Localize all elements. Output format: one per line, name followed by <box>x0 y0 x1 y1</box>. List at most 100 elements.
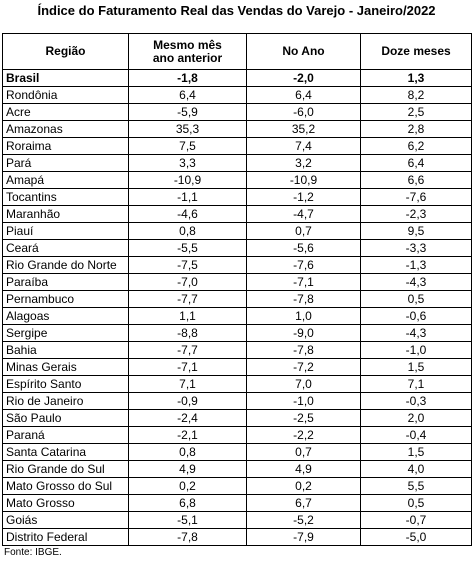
table-row: Paraná -2,1 -2,2 -0,4 <box>2 426 472 444</box>
cell: Pará <box>2 154 129 172</box>
cell: 1,5 <box>360 358 472 376</box>
cell: -1,8 <box>128 69 247 87</box>
cell: Paraíba <box>2 273 129 291</box>
table-row: Amapá -10,9 -10,9 6,6 <box>2 171 472 189</box>
cell: -7,5 <box>128 256 247 274</box>
cell: 35,3 <box>128 120 247 138</box>
cell: 6,4 <box>128 86 247 104</box>
cell: 1,0 <box>246 307 361 325</box>
cell: -2,2 <box>246 426 361 444</box>
source: Fonte: IBGE. <box>4 547 62 558</box>
cell: Rio Grande do Sul <box>2 460 129 478</box>
table-row: Alagoas 1,1 1,0 -0,6 <box>2 307 472 325</box>
cell: 2,8 <box>360 120 472 138</box>
column-header: Região <box>2 33 129 70</box>
cell: Ceará <box>2 239 129 257</box>
cell: -4,3 <box>360 324 472 342</box>
table-row: Rondônia 6,4 6,4 8,2 <box>2 86 472 104</box>
cell: Maranhão <box>2 205 129 223</box>
cell: 6,7 <box>246 494 361 512</box>
cell: -0,9 <box>128 392 247 410</box>
cell: -9,0 <box>246 324 361 342</box>
table-row: Bahia -7,7 -7,8 -1,0 <box>2 341 472 359</box>
cell: -7,8 <box>246 341 361 359</box>
cell: -2,4 <box>128 409 247 427</box>
table-row: Rio de Janeiro -0,9 -1,0 -0,3 <box>2 392 472 410</box>
cell: 0,5 <box>360 290 472 308</box>
cell: -7,2 <box>246 358 361 376</box>
cell: -2,1 <box>128 426 247 444</box>
cell: 6,8 <box>128 494 247 512</box>
cell: -0,4 <box>360 426 472 444</box>
cell: 4,0 <box>360 460 472 478</box>
cell: -4,6 <box>128 205 247 223</box>
cell: 1,3 <box>360 69 472 87</box>
cell: -5,5 <box>128 239 247 257</box>
cell: 0,2 <box>246 477 361 495</box>
cell: -7,9 <box>246 528 361 546</box>
cell: Brasil <box>2 69 129 87</box>
table-row: Sergipe -8,8 -9,0 -4,3 <box>2 324 472 342</box>
cell: 0,7 <box>246 443 361 461</box>
table-row: Maranhão -4,6 -4,7 -2,3 <box>2 205 472 223</box>
cell: Acre <box>2 103 129 121</box>
cell: -2,0 <box>246 69 361 87</box>
cell: Mato Grosso <box>2 494 129 512</box>
cell: -5,6 <box>246 239 361 257</box>
cell: -7,1 <box>128 358 247 376</box>
table-row: Pará 3,3 3,2 6,4 <box>2 154 472 172</box>
table-row: Goiás -5,1 -5,2 -0,7 <box>2 511 472 529</box>
table-row: Mato Grosso 6,8 6,7 0,5 <box>2 494 472 512</box>
column-header: Mesmo mês ano anterior <box>128 33 247 70</box>
cell: -5,9 <box>128 103 247 121</box>
cell: -5,1 <box>128 511 247 529</box>
cell: -1,1 <box>128 188 247 206</box>
cell: Distrito Federal <box>2 528 129 546</box>
table-row: Minas Gerais -7,1 -7,2 1,5 <box>2 358 472 376</box>
cell: -7,0 <box>128 273 247 291</box>
cell: -7,6 <box>360 188 472 206</box>
cell: -7,6 <box>246 256 361 274</box>
cell: -6,0 <box>246 103 361 121</box>
cell: Sergipe <box>2 324 129 342</box>
header-text: Doze meses <box>381 44 451 58</box>
table-row: São Paulo -2,4 -2,5 2,0 <box>2 409 472 427</box>
cell: Goiás <box>2 511 129 529</box>
table-row: Tocantins -1,1 -1,2 -7,6 <box>2 188 472 206</box>
cell: Rio Grande do Norte <box>2 256 129 274</box>
header-text: Região <box>45 44 86 58</box>
cell: -7,8 <box>128 528 247 546</box>
table-row: Acre -5,9 -6,0 2,5 <box>2 103 472 121</box>
cell: 7,1 <box>360 375 472 393</box>
cell: Amazonas <box>2 120 129 138</box>
cell: Amapá <box>2 171 129 189</box>
cell: 0,7 <box>246 222 361 240</box>
cell: -4,7 <box>246 205 361 223</box>
cell: -3,3 <box>360 239 472 257</box>
table-row: Rio Grande do Sul 4,9 4,9 4,0 <box>2 460 472 478</box>
header-row: Região Mesmo mês ano anterior No Ano Doze m… <box>2 33 472 70</box>
table: Região Mesmo mês ano anterior No Ano Doze m… <box>2 33 472 546</box>
table-row: Piauí 0,8 0,7 9,5 <box>2 222 472 240</box>
table-row: Pernambuco -7,7 -7,8 0,5 <box>2 290 472 308</box>
cell: Roraima <box>2 137 129 155</box>
cell: -2,3 <box>360 205 472 223</box>
table-row: Santa Catarina 0,8 0,7 1,5 <box>2 443 472 461</box>
header-text: No Ano <box>282 44 325 58</box>
cell: 0,5 <box>360 494 472 512</box>
cell: -8,8 <box>128 324 247 342</box>
table-row: Rio Grande do Norte -7,5 -7,6 -1,3 <box>2 256 472 274</box>
cell: -1,3 <box>360 256 472 274</box>
cell: -5,2 <box>246 511 361 529</box>
table-row: Paraíba -7,0 -7,1 -4,3 <box>2 273 472 291</box>
cell: 6,2 <box>360 137 472 155</box>
cell: Piauí <box>2 222 129 240</box>
cell: 1,1 <box>128 307 247 325</box>
cell: -4,3 <box>360 273 472 291</box>
table-row: Brasil -1,8 -2,0 1,3 <box>2 69 472 87</box>
cell: São Paulo <box>2 409 129 427</box>
cell: 7,5 <box>128 137 247 155</box>
cell: 1,5 <box>360 443 472 461</box>
cell: 7,1 <box>128 375 247 393</box>
